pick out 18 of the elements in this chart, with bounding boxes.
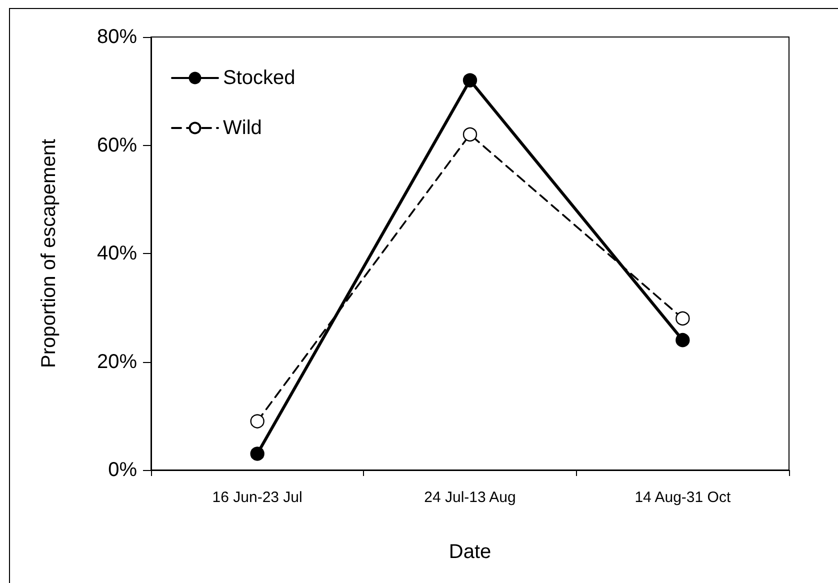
point <box>676 311 690 326</box>
point <box>462 127 478 142</box>
y-tick-label: 80% <box>96 26 138 48</box>
point <box>250 414 264 428</box>
y-tick-label: 40% <box>96 242 138 264</box>
y-axis-title: Proportion of escapement <box>38 138 60 368</box>
legend-label: Stocked <box>223 67 296 89</box>
y-tick-label: 60% <box>96 134 138 156</box>
x-tick-label: 24 Jul-13 Aug <box>424 489 516 506</box>
point <box>676 333 690 348</box>
point <box>250 446 264 461</box>
y-tick-label: 20% <box>96 350 138 373</box>
legend-label: Wild <box>223 117 262 139</box>
point <box>462 73 478 88</box>
y-tick-label: 0% <box>108 459 138 481</box>
x-axis-title: Date <box>448 541 492 563</box>
x-tick-label: 16 Jun-23 Jul <box>212 489 302 506</box>
x-tick-label: 14 Aug-31 Oct <box>634 489 732 506</box>
